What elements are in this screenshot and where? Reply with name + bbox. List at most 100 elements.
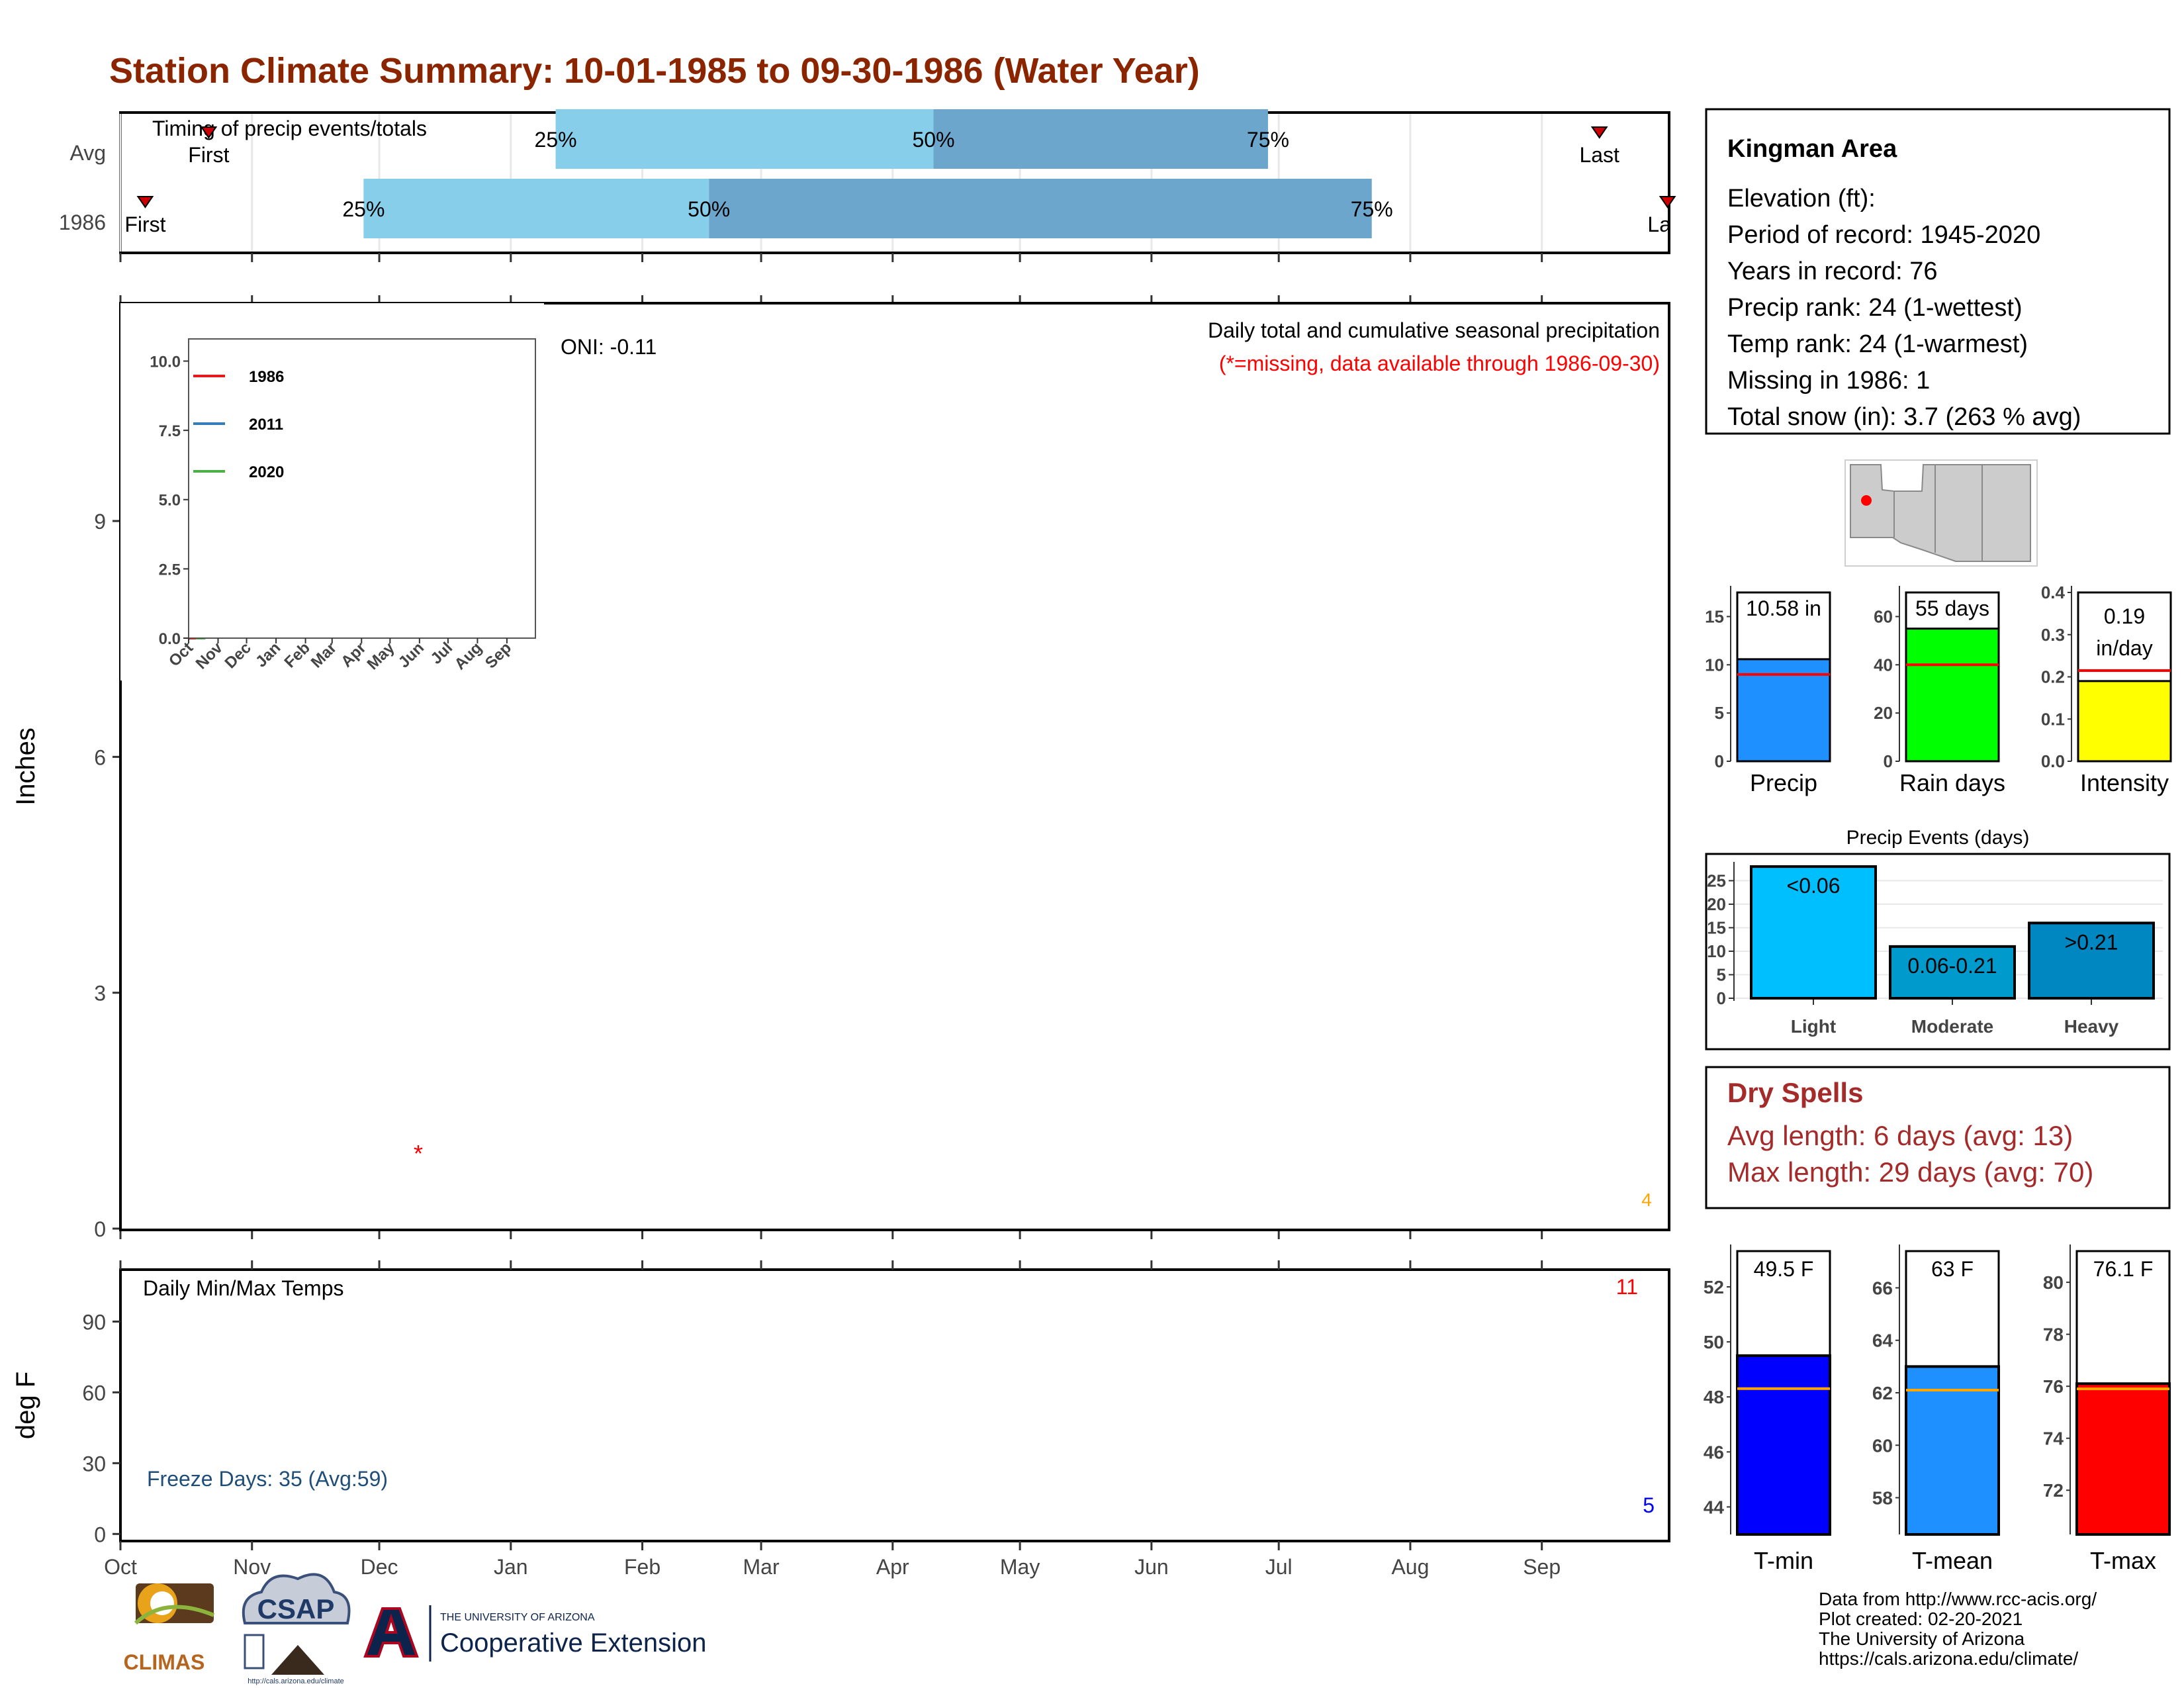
events-y-tick-label: 10 <box>1707 941 1726 961</box>
precip-y-tick-label: 6 <box>94 745 106 769</box>
temps-y-tick-label: 90 <box>82 1310 106 1334</box>
page-title: Station Climate Summary: 10-01-1985 to 0… <box>109 51 1200 91</box>
dry-avg-length: Avg length: 6 days (avg: 13) <box>1727 1120 2073 1151</box>
event-category-label: Heavy <box>2064 1016 2119 1037</box>
tmin-value-label: 49.5 F <box>1754 1257 1814 1281</box>
raindays-bar <box>1905 628 2000 763</box>
month-tick-label: Oct <box>104 1555 137 1579</box>
station-line: Missing in 1986: 1 <box>1727 367 1930 395</box>
station-line: Period of record: 1945-2020 <box>1727 221 2040 249</box>
month-tick-label: Aug <box>1391 1555 1429 1579</box>
intensity-y-tick-label: 0.4 <box>2041 583 2066 602</box>
raindays-y-tick-label: 20 <box>1874 703 1893 723</box>
timing-bar-25-50 <box>363 179 709 238</box>
events-y-tick-label: 25 <box>1707 870 1726 890</box>
event-bar-light <box>1750 865 1877 1000</box>
tmax-y-tick-label: 72 <box>2043 1480 2064 1501</box>
precip-events-chart: Precip Events (days) <0.06 Light 0.06-0.21… <box>1705 827 2171 1051</box>
dry-frame <box>1705 1066 2171 1209</box>
csap-wordmark: CSAP <box>257 1593 335 1624</box>
inset-cumulative-chart: 0.02.55.07.510.0OctNovDecJanFebMarAprMay… <box>120 303 544 680</box>
precip-y-tick-label: 9 <box>94 510 106 534</box>
snow-marker: 4 <box>1641 1190 1652 1210</box>
station-name: Kingman Area <box>1727 135 1897 163</box>
station-line: Total snow (in): 3.7 (263 % avg) <box>1727 403 2081 431</box>
temps-y-tick-label: 30 <box>82 1452 106 1476</box>
tmean-y-tick-label: 58 <box>1872 1488 1893 1509</box>
freeze-days-label: Freeze Days: 35 (Avg:59) <box>147 1467 388 1491</box>
inset-legend-label: 1986 <box>249 368 284 386</box>
intensity-y-tick-label: 0.1 <box>2041 709 2065 729</box>
raindays-y-tick-label: 0 <box>1884 751 1893 771</box>
last-event-marker <box>1590 126 1608 139</box>
dry-title: Dry Spells <box>1727 1077 1863 1108</box>
tmax-y-tick-label: 78 <box>2043 1325 2064 1345</box>
timing-bar-50-75 <box>709 179 1372 238</box>
month-tick-label: Jun <box>1134 1555 1169 1579</box>
last-event-label: Last <box>1579 143 1619 167</box>
precip-note: Daily total and cumulative seasonal prec… <box>1208 318 1660 342</box>
inset-y-tick-label: 5.0 <box>159 492 181 510</box>
intensity-y-tick-label: 0.2 <box>2041 667 2065 687</box>
precip-y-tick-label: 15 <box>1705 606 1724 626</box>
csap-url: http://cals.arizona.edu/climate <box>248 1677 344 1685</box>
event-category-label: Moderate <box>1911 1016 1993 1037</box>
intensity-value-label: 0.19 <box>2104 604 2145 628</box>
event-bar-heavy <box>2028 921 2155 1000</box>
intensity-category-label: Intensity <box>2080 769 2169 796</box>
temperature-panel: deg F Daily Min/Max Temps Freeze Days: 35… <box>11 1260 1670 1579</box>
tmax-y-tick-label: 74 <box>2043 1429 2064 1449</box>
missing-note: (*=missing, data available through 1986-… <box>1219 352 1660 375</box>
precip-y-tick-label: 0 <box>94 1217 106 1241</box>
precip-y-tick-label: 3 <box>94 982 106 1006</box>
first-event-label: First <box>124 212 165 236</box>
credit-line: Plot created: 02-20-2021 <box>1819 1609 2023 1629</box>
month-tick-label: Nov <box>233 1555 271 1579</box>
raindays-value-label: 55 days <box>1915 596 1989 620</box>
month-tick-label: May <box>1000 1555 1040 1579</box>
csap-mountain <box>271 1645 324 1675</box>
inset-y-tick-label: 0.0 <box>159 630 181 648</box>
timing-percent-label: 25% <box>342 197 385 221</box>
timing-percent-label: 50% <box>912 128 954 152</box>
logo-row: CLIMAS CSAP http://cals.arizona.edu/clim… <box>124 1573 706 1685</box>
intensity-y-tick-label: 0.3 <box>2041 625 2065 645</box>
credit-line: Data from http://www.rcc-acis.org/ <box>1819 1589 2097 1609</box>
first-event-label: First <box>188 143 229 167</box>
intensity-bar <box>2077 680 2172 763</box>
credit-line: https://cals.arizona.edu/climate/ <box>1819 1648 2078 1669</box>
raindays-y-tick-label: 40 <box>1874 655 1893 675</box>
month-tick-label: Sep <box>1523 1555 1561 1579</box>
first-event-marker <box>200 126 218 139</box>
tmin-y-tick-label: 48 <box>1704 1387 1724 1407</box>
events-y-tick-label: 0 <box>1717 988 1726 1008</box>
station-line: Years in record: 76 <box>1727 258 1938 285</box>
month-tick-label: Jan <box>494 1555 528 1579</box>
last-event-label: Last <box>1647 212 1688 236</box>
credit-line: The University of Arizona <box>1819 1628 2025 1649</box>
event-range-label: <0.06 <box>1787 874 1841 898</box>
timing-bar-25-50 <box>555 109 934 169</box>
timing-percent-label: 75% <box>1351 197 1393 221</box>
intensity-unit-label: in/day <box>2096 636 2152 660</box>
timing-percent-label: 25% <box>535 128 577 152</box>
temps-y-label: deg F <box>11 1372 40 1439</box>
ua-block-a <box>363 1607 419 1658</box>
inset-y-tick-label: 2.5 <box>159 561 181 579</box>
dry-max-length: Max length: 29 days (avg: 70) <box>1727 1156 2093 1188</box>
precip-y-tick-label: 10 <box>1705 655 1724 675</box>
record-low-count: 5 <box>1643 1493 1655 1517</box>
tmean-y-tick-label: 60 <box>1872 1435 1893 1456</box>
temps-y-tick-label: 60 <box>82 1381 106 1405</box>
dry-spells-box: Dry Spells Avg length: 6 days (avg: 13) … <box>1705 1066 2171 1209</box>
raindays-category-label: Rain days <box>1899 769 2005 796</box>
precip-y-tick-label: 0 <box>1715 751 1724 771</box>
event-category-label: Light <box>1791 1016 1836 1037</box>
tmax-y-tick-label: 76 <box>2043 1376 2064 1397</box>
station-line: Elevation (ft): <box>1727 185 1876 212</box>
data-credits: Data from http://www.rcc-acis.org/ Plot … <box>1819 1589 2097 1669</box>
month-tick-label: Feb <box>624 1555 660 1579</box>
inset-y-tick-label: 7.5 <box>159 422 181 440</box>
